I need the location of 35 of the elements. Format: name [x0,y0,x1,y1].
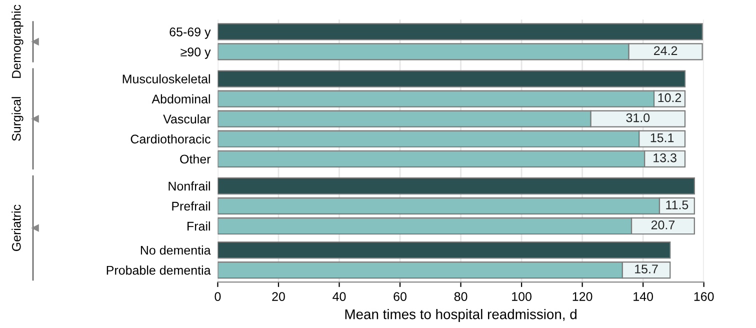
y-tick-label: Nonfrail [168,181,210,191]
data-label: 24.2 [654,46,678,55]
data-label: 15.1 [650,133,674,142]
y-tick-label: Frail [188,221,210,231]
bar [218,241,671,259]
y-tick-label: Cardiothoracic [130,134,210,144]
y-tick-label: No dementia [140,246,211,255]
data-label: 20.7 [651,220,675,230]
data-label: 31.0 [626,113,650,122]
y-tick-label: Vascular [163,114,211,124]
y-tick-label: Musculoskeletal [122,74,210,84]
data-label: 13.3 [654,153,676,162]
x-tick-label: 160 [694,292,714,301]
y-tick-label: ≥90 y [180,48,211,59]
data-label: 15.7 [635,264,658,274]
x-tick-label: 140 [634,292,654,301]
x-tick-label: 100 [512,292,532,301]
x-tick-label: 80 [454,292,468,301]
x-tick-label: 120 [572,292,592,301]
x-tick-label: 60 [394,292,406,301]
data-label: 11.5 [666,200,688,210]
y-tick-label: Probable dementia [106,266,211,275]
text: Demographic [12,4,24,78]
text: Surgical [12,97,24,141]
x-tick-label: 20 [272,292,285,301]
x-axis-title: Mean times to hospital readmission, d [345,309,576,322]
y-tick-label: Abdominal [152,94,210,104]
x-tick-label: 0 [214,292,221,301]
y-tick-label: 65-69 y [170,28,211,39]
y-tick-label: Prefrail [172,201,210,211]
text: Geriatric [12,204,21,251]
data-label: 10.2 [658,93,682,102]
y-tick-label: Other [180,154,211,164]
x-tick-label: 40 [332,292,346,301]
bar [218,23,703,40]
